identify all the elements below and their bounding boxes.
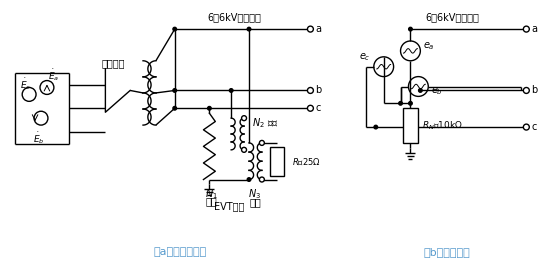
Circle shape [173, 27, 177, 31]
Circle shape [399, 101, 402, 105]
Text: $e_a$: $e_a$ [423, 40, 435, 52]
Text: EVT回路: EVT回路 [214, 201, 245, 211]
Circle shape [307, 105, 313, 111]
Text: b: b [315, 86, 322, 95]
Circle shape [409, 27, 412, 31]
Text: 6．6kV配電系統: 6．6kV配電系統 [425, 12, 479, 22]
Circle shape [230, 89, 233, 92]
Circle shape [241, 147, 247, 152]
Text: $e_b$: $e_b$ [431, 86, 443, 97]
Text: （a）実際の回路: （a）実際の回路 [153, 247, 206, 257]
Text: $N_3$: $N_3$ [248, 187, 261, 201]
Text: 主変圧器: 主変圧器 [102, 58, 125, 68]
Text: 一次: 一次 [206, 196, 217, 206]
Circle shape [241, 116, 247, 121]
Circle shape [374, 125, 377, 129]
Circle shape [418, 89, 422, 92]
Bar [402, 108, 418, 143]
Text: b: b [531, 86, 537, 95]
Circle shape [409, 101, 412, 105]
Text: $e_c$: $e_c$ [359, 51, 371, 63]
Text: $R$＝25Ω: $R$＝25Ω [292, 156, 320, 167]
Text: $N_2$ 二次: $N_2$ 二次 [252, 116, 279, 130]
Text: $\dot{E}_a$: $\dot{E}_a$ [48, 68, 59, 83]
Text: 6．6kV配電系統: 6．6kV配電系統 [207, 12, 261, 22]
Circle shape [247, 178, 251, 181]
Circle shape [207, 107, 211, 110]
Circle shape [523, 26, 529, 32]
Text: $N_1$: $N_1$ [205, 187, 218, 201]
Text: c: c [531, 122, 537, 132]
Text: $\dot{E}_c$: $\dot{E}_c$ [20, 77, 31, 92]
Circle shape [173, 89, 177, 92]
Text: $R_N$＝10kΩ: $R_N$＝10kΩ [422, 119, 463, 132]
Circle shape [523, 124, 529, 130]
Text: $\dot{E}_b$: $\dot{E}_b$ [33, 130, 45, 146]
Text: （b）等価回路: （b）等価回路 [424, 247, 470, 257]
Bar [270, 147, 284, 176]
Text: 三次: 三次 [249, 197, 261, 207]
Text: a: a [315, 24, 321, 34]
Text: a: a [531, 24, 537, 34]
Circle shape [173, 107, 177, 110]
Text: c: c [315, 103, 321, 113]
Circle shape [307, 26, 313, 32]
Circle shape [259, 140, 265, 145]
Circle shape [523, 87, 529, 93]
Circle shape [259, 177, 265, 182]
Circle shape [307, 87, 313, 93]
Circle shape [247, 27, 251, 31]
